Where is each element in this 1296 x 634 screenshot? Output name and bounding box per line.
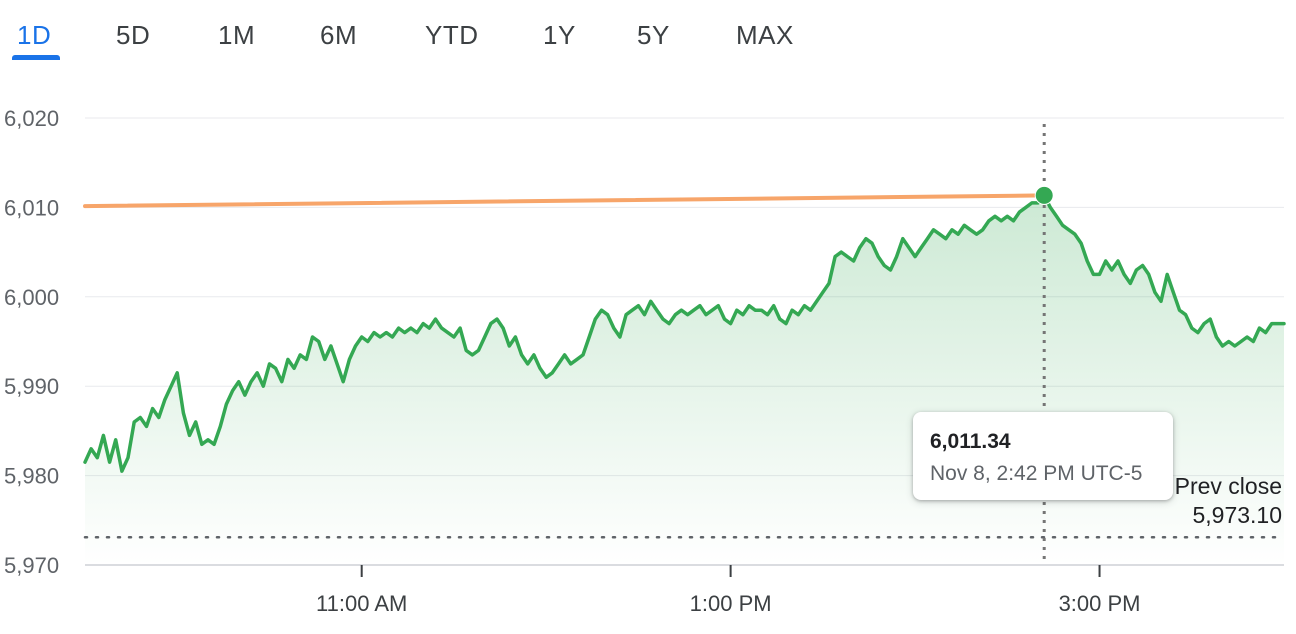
tab-1y[interactable]: 1Y <box>543 20 576 50</box>
y-axis-ticks: 6,020 6,010 6,000 5,990 5,980 5,970 <box>4 106 59 578</box>
x-axis: 11:00 AM 1:00 PM 3:00 PM <box>85 564 1284 616</box>
tab-5y[interactable]: 5Y <box>637 20 670 50</box>
x-tick-label: 11:00 AM <box>316 591 407 616</box>
y-tick-label: 5,990 <box>4 374 59 399</box>
y-tick-label: 6,010 <box>4 195 59 220</box>
x-tick-label: 1:00 PM <box>690 591 772 616</box>
line-layer <box>83 193 1286 473</box>
hover-layer <box>83 124 1054 565</box>
y-tick-label: 6,020 <box>4 106 59 131</box>
tab-max[interactable]: MAX <box>736 20 794 50</box>
hover-point <box>1034 185 1054 205</box>
x-tick-label: 3:00 PM <box>1059 591 1141 616</box>
prev-close-annotation: Prev close 5,973.10 <box>1175 472 1282 530</box>
y-tick-label: 6,000 <box>4 285 59 310</box>
tooltip-time: Nov 8, 2:42 PM UTC-5 <box>930 462 1143 485</box>
hover-crosshair-horizontal <box>83 193 1047 209</box>
prev-close-value: 5,973.10 <box>1192 502 1282 528</box>
y-tick-label: 5,980 <box>4 464 59 489</box>
hover-tooltip: 6,011.34 Nov 8, 2:42 PM UTC-5 <box>913 412 1173 500</box>
tooltip-value: 6,011.34 <box>930 430 1011 453</box>
tab-ytd[interactable]: YTD <box>425 20 479 50</box>
active-tab-indicator <box>12 55 60 60</box>
tab-1d[interactable]: 1D <box>17 20 52 50</box>
y-tick-label: 5,970 <box>4 553 59 578</box>
tab-1m[interactable]: 1M <box>218 20 256 50</box>
prev-close-label: Prev close <box>1174 473 1282 499</box>
range-tabs: 1D 5D 1M 6M YTD 1Y 5Y MAX <box>0 0 1296 64</box>
tab-5d[interactable]: 5D <box>116 20 151 50</box>
tab-6m[interactable]: 6M <box>320 20 358 50</box>
series-line <box>83 193 1286 473</box>
